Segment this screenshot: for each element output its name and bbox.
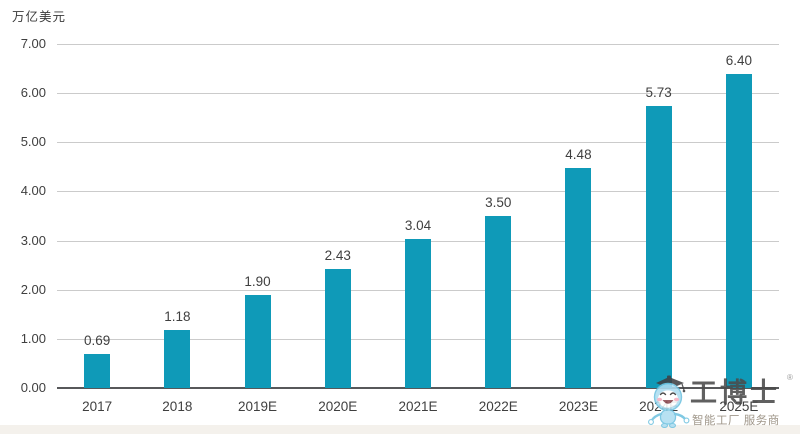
bar-2018 xyxy=(164,330,191,388)
x-tick-label-2025E: 2025E xyxy=(719,399,759,414)
value-label: 1.90 xyxy=(244,273,271,289)
brand-tagline-text: 智能工厂 服务商 xyxy=(692,415,780,427)
bar-2025E xyxy=(725,73,752,388)
x-tick-label-2020E: 2020E xyxy=(318,399,358,414)
y-tick-label: 2.00 xyxy=(20,281,46,297)
plot-area: 0.69 1.18 1.90 2.43 3.04 3.50 4.48 5.73 6.40 xyxy=(57,44,779,389)
brand-name-text: 工博士 xyxy=(690,378,780,408)
value-label: 4.48 xyxy=(565,146,592,162)
value-label: 6.40 xyxy=(725,52,753,68)
y-tick-label: 7.00 xyxy=(20,36,46,51)
bar-2022E xyxy=(485,216,512,388)
brand-watermark: 工博士 ® 智能工厂 服务商 xyxy=(646,371,798,433)
value-label: 1.18 xyxy=(164,309,191,325)
value-label: 2.43 xyxy=(324,247,351,263)
y-tick-label: 5.00 xyxy=(20,134,46,150)
gridline xyxy=(57,93,779,95)
x-axis-line xyxy=(57,387,779,389)
value-label: 3.50 xyxy=(485,195,512,210)
y-tick-label: 1.00 xyxy=(20,330,46,346)
y-axis-unit-label: 万亿美元 xyxy=(12,10,67,24)
x-tick-label-2017: 2017 xyxy=(82,399,113,414)
x-tick-label-2022E: 2022E xyxy=(478,399,518,414)
bar-2023E xyxy=(565,167,592,388)
gridline xyxy=(57,142,779,144)
bar-2020E xyxy=(324,268,351,388)
value-label: 5.73 xyxy=(645,85,672,101)
y-tick-label: 4.00 xyxy=(20,183,46,199)
x-tick-label-2018: 2018 xyxy=(162,399,193,414)
x-tick-label-2023E: 2023E xyxy=(558,399,598,414)
y-tick-label: 0.00 xyxy=(20,380,46,395)
bar-2024E xyxy=(645,106,672,388)
bar-2021E xyxy=(405,238,431,388)
graduate-robot-mascot-icon xyxy=(648,375,690,428)
value-label: 3.04 xyxy=(404,217,432,233)
value-label: 0.69 xyxy=(83,333,111,349)
registered-trademark-symbol: ® xyxy=(787,373,793,382)
page-bottom-strip xyxy=(0,425,800,434)
gridline xyxy=(57,191,779,193)
x-tick-label-2021E: 2021E xyxy=(398,399,438,414)
y-tick-label: 6.00 xyxy=(20,85,46,101)
x-tick-label-2019E: 2019E xyxy=(238,399,278,414)
bar-2017 xyxy=(84,354,111,388)
bar-2019E xyxy=(244,294,271,388)
y-tick-label: 3.00 xyxy=(20,232,46,248)
gridline xyxy=(57,44,779,45)
